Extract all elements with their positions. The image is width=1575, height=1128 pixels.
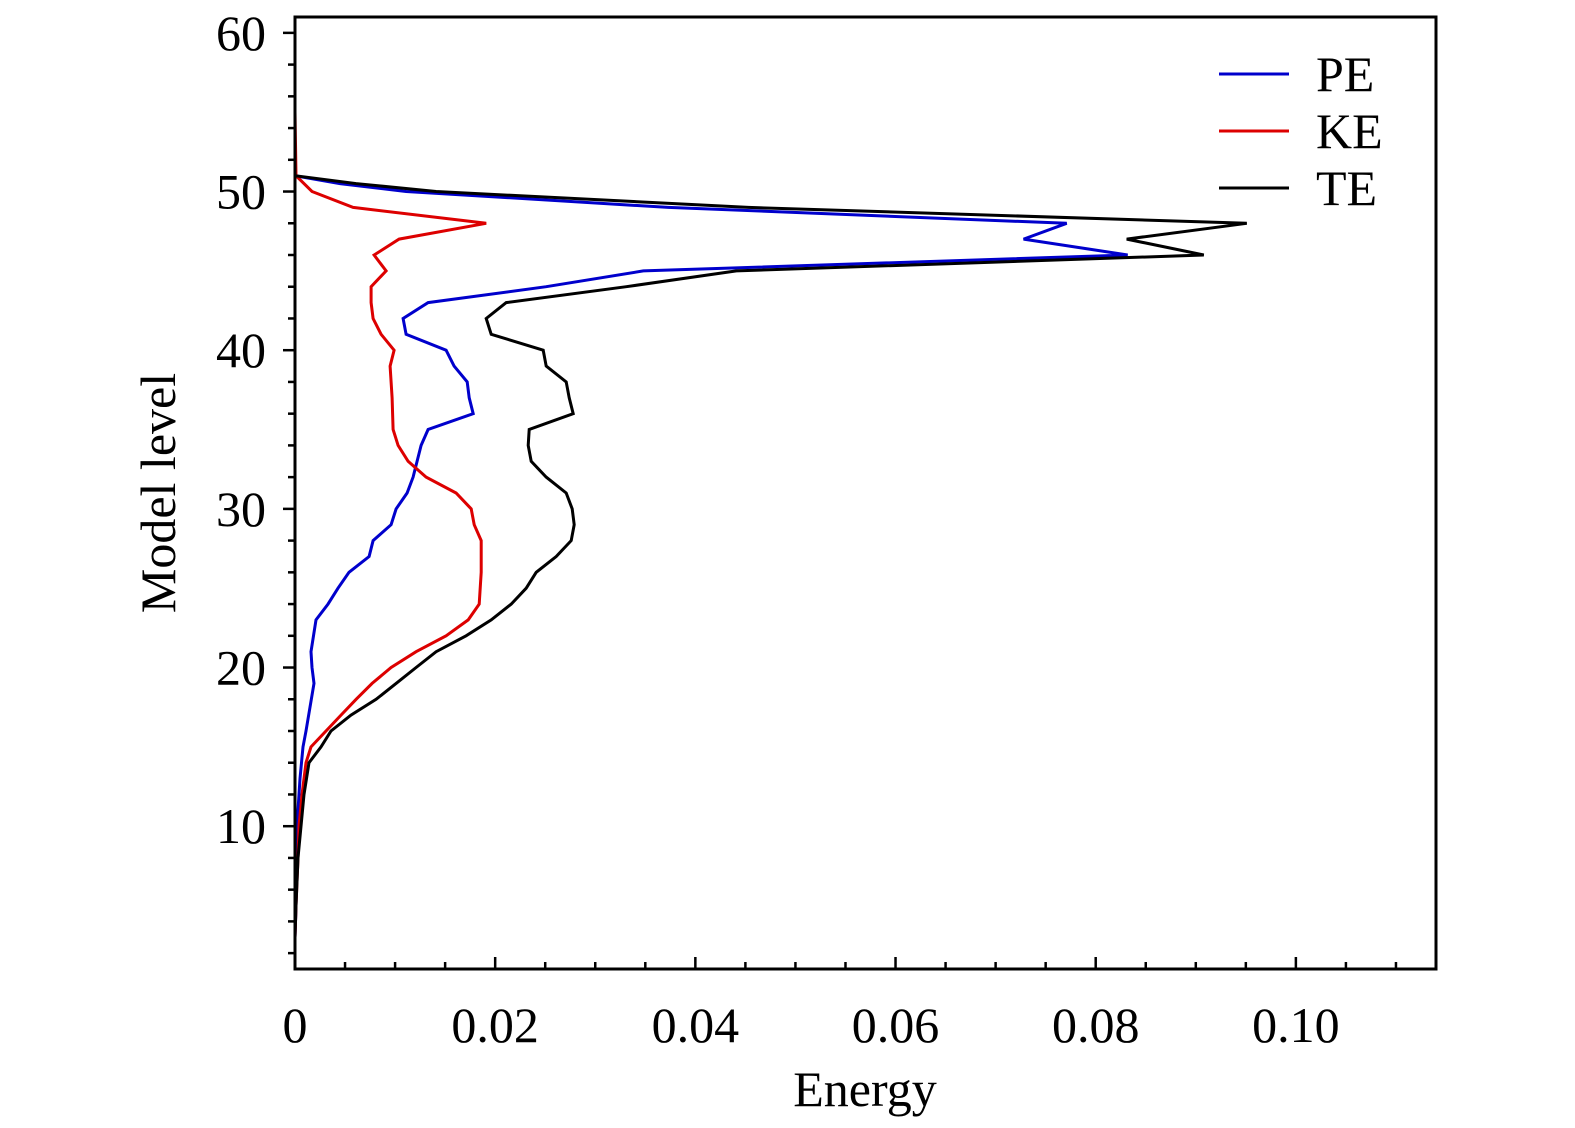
tick-labels-layer: 0 0.02 0.04 0.06 0.08 0.10 10 20 30 40 50 60 — [216, 5, 1340, 1053]
series-line-pe — [293, 17, 1128, 938]
x-tick-label: 0 — [283, 997, 308, 1053]
x-axis-title: Energy — [793, 1061, 936, 1117]
y-tick-label: 60 — [216, 5, 266, 61]
x-tick-label: 0.10 — [1252, 997, 1340, 1053]
y-tick-label: 50 — [216, 164, 266, 220]
x-tick-label: 0.04 — [652, 997, 740, 1053]
y-axis-title: Model level — [130, 373, 186, 613]
y-tick-label: 10 — [216, 798, 266, 854]
series-layer — [293, 17, 1247, 938]
y-tick-label: 20 — [216, 640, 266, 696]
y-tick-label: 40 — [216, 322, 266, 378]
x-tick-label: 0.06 — [852, 997, 940, 1053]
legend-label-ke: KE — [1316, 103, 1383, 159]
x-tick-label: 0.08 — [1052, 997, 1140, 1053]
ticks-layer — [283, 31, 1398, 969]
y-tick-label: 30 — [216, 481, 266, 537]
x-tick-label: 0.02 — [451, 997, 539, 1053]
legend-label-te: TE — [1316, 160, 1377, 216]
legend-label-pe: PE — [1316, 46, 1374, 102]
series-line-te — [293, 17, 1247, 938]
plot-frame — [293, 15, 1438, 971]
series-line-ke — [293, 17, 487, 938]
